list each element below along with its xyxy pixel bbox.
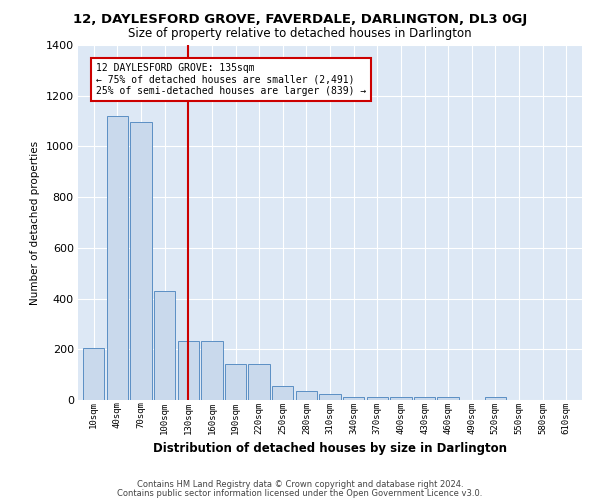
Bar bbox=[225, 364, 246, 400]
Bar bbox=[130, 122, 152, 400]
Bar bbox=[485, 398, 506, 400]
Bar bbox=[107, 116, 128, 400]
Bar bbox=[367, 398, 388, 400]
Bar bbox=[272, 386, 293, 400]
Bar bbox=[343, 398, 364, 400]
Bar bbox=[83, 348, 104, 400]
Bar bbox=[154, 291, 175, 400]
Y-axis label: Number of detached properties: Number of detached properties bbox=[30, 140, 40, 304]
Bar bbox=[437, 398, 459, 400]
Text: Size of property relative to detached houses in Darlington: Size of property relative to detached ho… bbox=[128, 28, 472, 40]
X-axis label: Distribution of detached houses by size in Darlington: Distribution of detached houses by size … bbox=[153, 442, 507, 455]
Bar bbox=[178, 341, 199, 400]
Bar bbox=[201, 341, 223, 400]
Bar bbox=[248, 364, 270, 400]
Bar bbox=[319, 394, 341, 400]
Text: Contains HM Land Registry data © Crown copyright and database right 2024.: Contains HM Land Registry data © Crown c… bbox=[137, 480, 463, 489]
Text: 12, DAYLESFORD GROVE, FAVERDALE, DARLINGTON, DL3 0GJ: 12, DAYLESFORD GROVE, FAVERDALE, DARLING… bbox=[73, 12, 527, 26]
Bar bbox=[414, 398, 435, 400]
Bar bbox=[296, 391, 317, 400]
Text: Contains public sector information licensed under the Open Government Licence v3: Contains public sector information licen… bbox=[118, 488, 482, 498]
Bar bbox=[390, 398, 412, 400]
Text: 12 DAYLESFORD GROVE: 135sqm
← 75% of detached houses are smaller (2,491)
25% of : 12 DAYLESFORD GROVE: 135sqm ← 75% of det… bbox=[96, 62, 367, 96]
